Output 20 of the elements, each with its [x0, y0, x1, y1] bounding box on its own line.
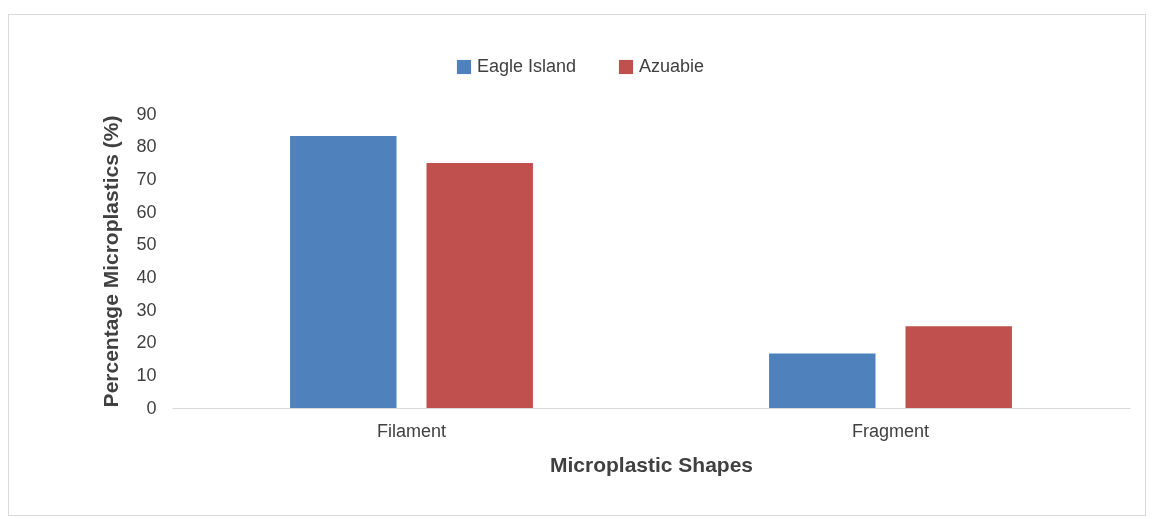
bar [290, 135, 397, 408]
y-tick-label: 0 [146, 397, 157, 418]
y-tick-label: 40 [136, 266, 157, 287]
y-tick-label: 20 [136, 332, 157, 353]
x-axis-title: Microplastic Shapes [549, 452, 754, 476]
y-tick-label: 60 [136, 201, 157, 222]
y-tick-label: 70 [136, 168, 157, 189]
y-tick-label: 90 [136, 103, 157, 124]
bar [769, 353, 876, 408]
y-tick-label: 50 [136, 234, 157, 255]
x-tick-label: Fragment [851, 420, 930, 441]
legend-label: Eagle Island [477, 56, 577, 76]
x-tick-label: Filament [376, 420, 447, 441]
y-tick-label: 10 [136, 364, 157, 385]
y-axis-title: Percentage Microplastics (%) [99, 115, 123, 408]
y-tick-label: 30 [136, 299, 157, 320]
legend-label: Azuabie [639, 56, 705, 76]
y-tick-label: 80 [136, 136, 157, 157]
bar [905, 326, 1012, 408]
bar [426, 163, 533, 408]
